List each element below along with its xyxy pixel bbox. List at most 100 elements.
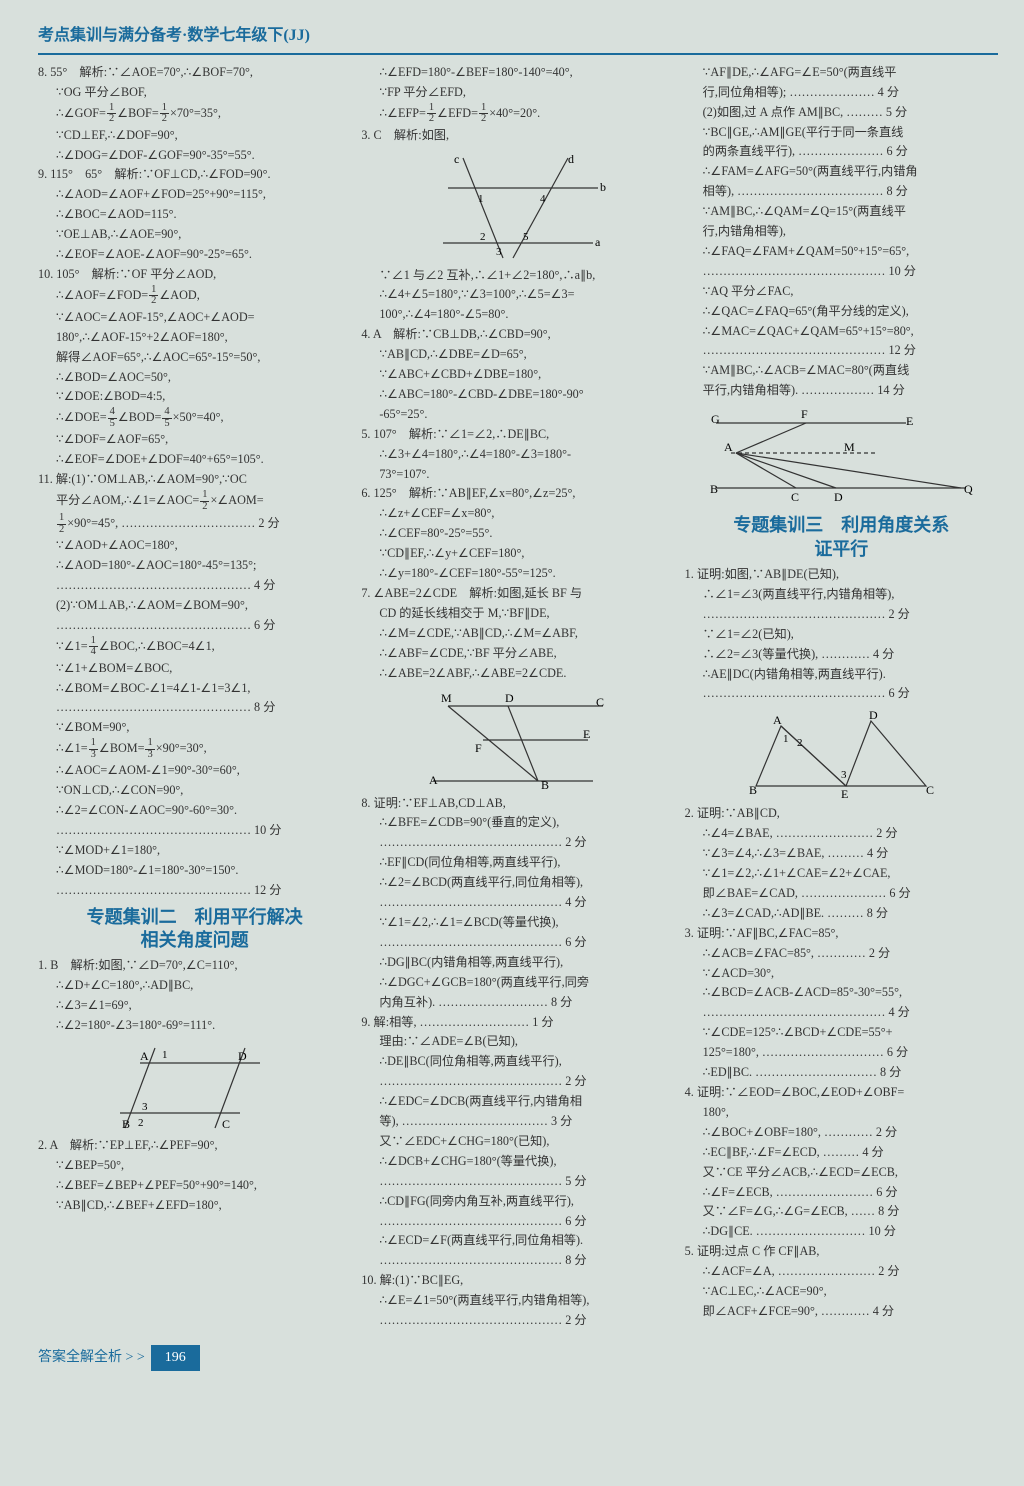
c3t-1: 行,同位角相等); ………………… 4 分	[685, 83, 998, 102]
svg-text:D: D	[869, 708, 878, 722]
c1q9-0: 9. 115° 65° 解析:∵OF⊥CD,∴∠FOD=90°.	[38, 165, 351, 184]
s2q1-0: 1. B 解析:如图,∵∠D=70°,∠C=110°,	[38, 956, 351, 975]
c2q4-2: ∵∠ABC+∠CBD+∠DBE=180°,	[361, 365, 674, 384]
svg-text:1: 1	[162, 1049, 168, 1061]
c1q9-4: ∴∠EOF=∠AOE-∠AOF=90°-25°=65°.	[38, 245, 351, 264]
c2q9-2: ∴DE∥BC(同位角相等,两直线平行),	[361, 1052, 674, 1071]
c1q9-2: ∴∠BOC=∠AOD=115°.	[38, 205, 351, 224]
c2q9-6: 又∵∠EDC+∠CHG=180°(已知),	[361, 1132, 674, 1151]
svg-text:4: 4	[540, 193, 546, 205]
c2q8-7: ……………………………………… 6 分	[361, 933, 674, 952]
c2q7-2: ∴∠M=∠CDE,∵AB∥CD,∴∠M=∠ABF,	[361, 624, 674, 643]
c2q8-8: ∴DG∥BC(内错角相等,两直线平行),	[361, 953, 674, 972]
c2q9-10: ……………………………………… 6 分	[361, 1212, 674, 1231]
s3q1-4: ∴∠2=∠3(等量代换), ………… 4 分	[685, 645, 998, 664]
c1q11-18: ∵∠MOD+∠1=180°,	[38, 841, 351, 860]
c2q10-1: ∴∠E=∠1=50°(两直线平行,内错角相等),	[361, 1291, 674, 1310]
c1q11-17: ………………………………………… 10 分	[38, 821, 351, 840]
svg-text:3: 3	[841, 769, 847, 781]
c1q9-1: ∴∠AOD=∠AOF+∠FOD=25°+90°=115°,	[38, 185, 351, 204]
c1q11-6: (2)∵OM⊥AB,∴∠AOM=∠BOM=90°,	[38, 596, 351, 615]
svg-text:A: A	[724, 440, 733, 454]
s3q1-3: ∵∠1=∠2(已知),	[685, 625, 998, 644]
s2q2-2: ∴∠BEF=∠BEP+∠PEF=50°+90°=140°,	[38, 1176, 351, 1195]
c3t-9: ∴∠FAQ=∠FAM+∠QAM=50°+15°=65°,	[685, 242, 998, 261]
c1q11-13: ∴∠1=13∠BOM=13×90°=30°,	[38, 738, 351, 760]
c2t-0: ∴∠EFD=180°-∠BEF=180°-140°=40°,	[361, 63, 674, 82]
c1q10-2: ∵∠AOC=∠AOF-15°,∠AOC+∠AOD=	[38, 308, 351, 327]
c1q8-1: ∵OG 平分∠BOF,	[38, 83, 351, 102]
section2-title: 专题集训二 利用平行解决相关角度问题	[38, 906, 351, 953]
c2q6-0: 6. 125° 解析:∵AB∥EF,∠x=80°,∠z=25°,	[361, 484, 674, 503]
c3t-4: 的两条直线平行), ………………… 6 分	[685, 142, 998, 161]
c2q7-3: ∴∠ABF=∠CDE,∵BF 平分∠ABE,	[361, 644, 674, 663]
c1q11-11: ………………………………………… 8 分	[38, 698, 351, 717]
c3t-14: ……………………………………… 12 分	[685, 341, 998, 360]
c1q10-8: ∵∠DOF=∠AOF=65°,	[38, 430, 351, 449]
c2q3-2: 100°,∴∠4=180°-∠5=80°.	[361, 305, 674, 324]
svg-text:c: c	[454, 152, 459, 166]
c2q9-12: ……………………………………… 8 分	[361, 1251, 674, 1270]
c1q8-4: ∴∠DOG=∠DOF-∠GOF=90°-35°=55°.	[38, 146, 351, 165]
s3q1-6: ……………………………………… 6 分	[685, 684, 998, 703]
svg-text:B: B	[541, 778, 549, 791]
c1q11-19: ∴∠MOD=180°-∠1=180°-30°=150°.	[38, 861, 351, 880]
section3-title: 专题集训三 利用角度关系证平行	[685, 514, 998, 561]
c2q3h: 3. C 解析:如图,	[361, 126, 674, 145]
c2q9-5: 等), ……………………………… 3 分	[361, 1112, 674, 1131]
s3q3-6: 125°=180°, ………………………… 6 分	[685, 1043, 998, 1062]
c1q10-3: 180°,∴∠AOF-15°+2∠AOF=180°,	[38, 328, 351, 347]
svg-text:d: d	[568, 152, 574, 166]
svg-text:B: B	[122, 1117, 130, 1131]
c3t-5: ∴∠FAM=∠AFG=50°(两直线平行,内错角	[685, 162, 998, 181]
c2q8-10: 内角互补). ……………………… 8 分	[361, 993, 674, 1012]
c1q9-3: ∵OE⊥AB,∴∠AOE=90°,	[38, 225, 351, 244]
s3q3-5: ∵∠CDE=125°∴∠BCD+∠CDE=55°+	[685, 1023, 998, 1042]
c1q11-8: ∵∠1=14∠BOC,∴∠BOC=4∠1,	[38, 636, 351, 658]
c1q11-14: ∴∠AOC=∠AOM-∠1=90°-30°=60°,	[38, 761, 351, 780]
c2q5-1: ∴∠3+∠4=180°,∴∠4=180°-∠3=180°-	[361, 445, 674, 464]
c1q10-1: ∴∠AOF=∠FOD=12∠AOD,	[38, 285, 351, 307]
c2q8-5: ……………………………………… 4 分	[361, 893, 674, 912]
s3q2-2: ∵∠3=∠4,∴∠3=∠BAE, ……… 4 分	[685, 844, 998, 863]
c2t-1: ∵FP 平分∠EFD,	[361, 83, 674, 102]
fig-gfe: G F E A M B C D Q	[685, 403, 998, 508]
c1q8-2: ∴∠GOF=12∠BOF=12×70°=35°,	[38, 103, 351, 125]
c2q8-9: ∴∠DGC+∠GCB=180°(两直线平行,同旁	[361, 973, 674, 992]
footer-label: 答案全解全析 > >	[38, 1347, 145, 1369]
svg-text:C: C	[222, 1117, 230, 1131]
c2q8-1: ∴∠BFE=∠CDB=90°(垂直的定义),	[361, 813, 674, 832]
col3: ∵AF∥DE,∴∠AFG=∠E=50°(两直线平 行,同位角相等); ………………	[685, 63, 998, 1331]
s3q2-5: ∴∠3=∠CAD,∴AD∥BE. ……… 8 分	[685, 904, 998, 923]
c2q9-9: ∴CD∥FG(同旁内角互补,两直线平行),	[361, 1192, 674, 1211]
svg-text:Q: Q	[964, 482, 973, 496]
header-rule	[38, 53, 998, 55]
svg-text:2: 2	[480, 231, 486, 243]
svg-text:1: 1	[478, 193, 484, 205]
c2q4-3: ∴∠ABC=180°-∠CBD-∠DBE=180°-90°	[361, 385, 674, 404]
s3q1-2: ……………………………………… 2 分	[685, 605, 998, 624]
s3q3-4: ……………………………………… 4 分	[685, 1003, 998, 1022]
c2q9-3: ……………………………………… 2 分	[361, 1072, 674, 1091]
c1q8-0: 8. 55° 解析:∵∠AOE=70°,∴∠BOF=70°,	[38, 63, 351, 82]
s2q1-1: ∴∠D+∠C=180°,∴AD∥BC,	[38, 976, 351, 995]
c2q6-1: ∴∠z+∠CEF=∠x=80°,	[361, 504, 674, 523]
s3q2-0: 2. 证明:∵AB∥CD,	[685, 804, 998, 823]
c2q6-3: ∵CD∥EF,∴∠y+∠CEF=180°,	[361, 544, 674, 563]
svg-text:a: a	[595, 235, 601, 249]
svg-text:3: 3	[142, 1101, 148, 1113]
footer: 答案全解全析 > > 196	[38, 1345, 998, 1371]
c2q9-4: ∴∠EDC=∠DCB(两直线平行,内错角相	[361, 1092, 674, 1111]
svg-text:D: D	[238, 1049, 247, 1063]
c2q5-0: 5. 107° 解析:∵∠1=∠2,∴DE∥BC,	[361, 425, 674, 444]
c1q10-6: ∵∠DOE:∠BOD=4:5,	[38, 387, 351, 406]
svg-text:b: b	[600, 180, 606, 194]
c1q11-0: 11. 解:(1)∵OM⊥AB,∴∠AOM=90°,∵OC	[38, 470, 351, 489]
footer-page: 196	[151, 1345, 200, 1371]
c1q10-4: 解得∠AOF=65°,∴∠AOC=65°-15°=50°,	[38, 348, 351, 367]
s3q3-3: ∴∠BCD=∠ACB-∠ACD=85°-30°=55°,	[685, 983, 998, 1002]
c1q11-5: ………………………………………… 4 分	[38, 576, 351, 595]
svg-text:C: C	[791, 490, 799, 504]
c3t-12: ∴∠QAC=∠FAQ=65°(角平分线的定义),	[685, 302, 998, 321]
s3q4-5: ∴∠F=∠ECB, …………………… 6 分	[685, 1183, 998, 1202]
